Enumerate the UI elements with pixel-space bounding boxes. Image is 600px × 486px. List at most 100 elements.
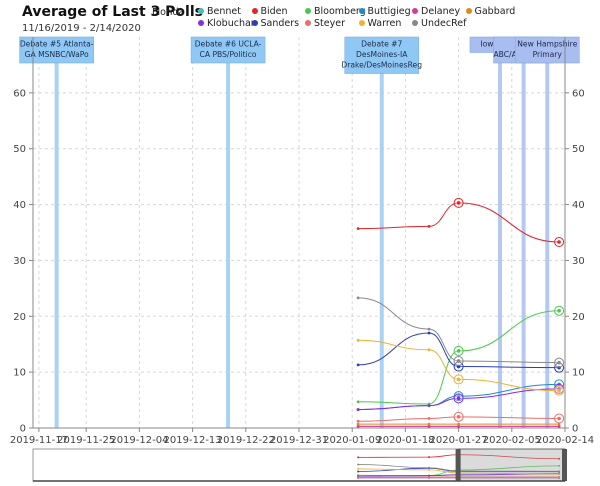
navigator-point	[558, 457, 561, 460]
legend-swatch	[305, 7, 311, 14]
x-tick-label: 2020-01-18	[376, 435, 434, 446]
navigator-line	[358, 473, 560, 477]
legend-item[interactable]: UndecRef	[412, 18, 466, 29]
legend-label: Warren	[367, 18, 402, 29]
y-tick-label: 60	[13, 88, 26, 99]
series-line-biden	[358, 202, 560, 243]
data-point	[456, 377, 461, 382]
legend-label: Buttigieg	[367, 6, 411, 17]
x-tick-label: 2019-12-31	[270, 435, 328, 446]
navigator-point	[357, 467, 360, 470]
legend-item[interactable]: Bloomberg	[305, 6, 366, 17]
x-tick-label: 2019-12-22	[217, 435, 275, 446]
legend-item[interactable]: Steyer	[305, 18, 345, 29]
series-line-bloomberg	[358, 310, 560, 405]
y-tick-label: 30	[572, 256, 585, 267]
legend-item[interactable]: Buttigieg	[358, 6, 411, 17]
legend-item[interactable]: Gabbard	[465, 6, 516, 17]
legend-swatch	[198, 19, 204, 26]
event-band	[521, 55, 526, 428]
event-label: Debate #5 Atlanta-	[20, 40, 94, 49]
data-point	[356, 400, 360, 404]
legend-label: Klobuchar	[207, 18, 255, 29]
legend-swatch	[412, 7, 418, 14]
event-label-box	[514, 36, 580, 64]
event-label: Debate #6 UCLA-	[195, 40, 262, 49]
legend-label: UndecRef	[421, 18, 467, 29]
legend-swatch	[305, 19, 311, 26]
chart-title: Average of Last 3 Polls	[22, 4, 203, 20]
legend-label: Bennet	[207, 6, 241, 17]
event-label: GA MSNBC/WaPo	[25, 50, 89, 59]
series-line-steyer	[358, 416, 560, 422]
data-point	[557, 388, 561, 393]
y-tick-label: 30	[13, 256, 26, 267]
x-tick-label: 2020-02-14	[536, 435, 594, 446]
y-tick-label: 0	[20, 424, 26, 435]
event-label: Drake/DesMoinesReg	[341, 61, 422, 70]
data-point	[356, 296, 360, 300]
y-tick-label: 50	[572, 144, 585, 155]
y-tick-label: 50	[13, 144, 26, 155]
navigator-point	[428, 468, 431, 471]
data-point	[557, 240, 561, 244]
data-point	[427, 404, 431, 408]
legend-item[interactable]: Delaney	[412, 6, 460, 17]
x-tick-label: 2020-01-27	[430, 435, 488, 446]
legend-item[interactable]: Sanders	[251, 18, 299, 29]
data-point	[427, 424, 431, 428]
navigator-point	[428, 466, 431, 469]
data-point	[427, 327, 431, 331]
event-label: Debate #7	[361, 40, 402, 49]
y-tick-label: 0	[572, 424, 578, 435]
legend-item[interactable]: Klobuchar	[198, 18, 255, 29]
legend-label: Delaney	[421, 6, 461, 17]
legend-item[interactable]: Bennet	[198, 6, 241, 17]
legend-label: Biden	[260, 6, 288, 17]
y-tick-label: 40	[13, 200, 26, 211]
data-point	[427, 224, 431, 228]
data-point	[457, 424, 460, 428]
legend-item[interactable]: Warren	[358, 18, 402, 29]
brush-handle-left[interactable]	[455, 449, 461, 481]
event-label: Primary	[533, 50, 563, 59]
data-point	[356, 422, 360, 426]
grid	[33, 37, 566, 429]
data-point	[557, 360, 561, 365]
legend-label: Steyer	[314, 18, 345, 29]
data-point	[456, 349, 461, 353]
x-tick-label: 2020-01-09	[323, 435, 381, 446]
y-tick-label: 40	[572, 200, 585, 211]
data-point	[427, 417, 431, 420]
event-band	[379, 55, 384, 428]
x-tick-label: 2019-11-17	[10, 435, 68, 446]
event-label-box	[344, 36, 420, 74]
event-label: CA PBS/Politico	[200, 50, 257, 59]
navigator-point	[558, 470, 561, 473]
legend-item[interactable]: Biden	[251, 6, 288, 17]
data-point	[427, 422, 431, 426]
event-label-box	[19, 36, 94, 64]
navigator-point	[558, 473, 561, 476]
x-tick-label: 2019-11-25	[57, 435, 115, 446]
date-range: 11/16/2019 - 2/14/2020	[22, 23, 141, 34]
navigator-point	[428, 476, 431, 479]
navigator-point	[357, 476, 360, 479]
event-label: DesMoines-IA	[356, 50, 408, 59]
data-point	[356, 424, 360, 428]
legend-swatch	[358, 19, 365, 26]
legend-label: Gabbard	[474, 6, 516, 17]
state-label: Florida	[152, 7, 185, 18]
navigator-line	[358, 468, 560, 475]
y-tick-label: 10	[13, 368, 26, 379]
legend-swatch	[198, 7, 204, 14]
legend-swatch	[412, 19, 418, 26]
legend-swatch	[465, 7, 472, 14]
navigator-line	[358, 464, 560, 472]
overview-navigator[interactable]	[32, 448, 567, 482]
data-point	[356, 338, 360, 342]
brush-handle-right[interactable]	[562, 449, 567, 481]
series-lines	[356, 197, 565, 428]
data-point	[456, 396, 461, 401]
